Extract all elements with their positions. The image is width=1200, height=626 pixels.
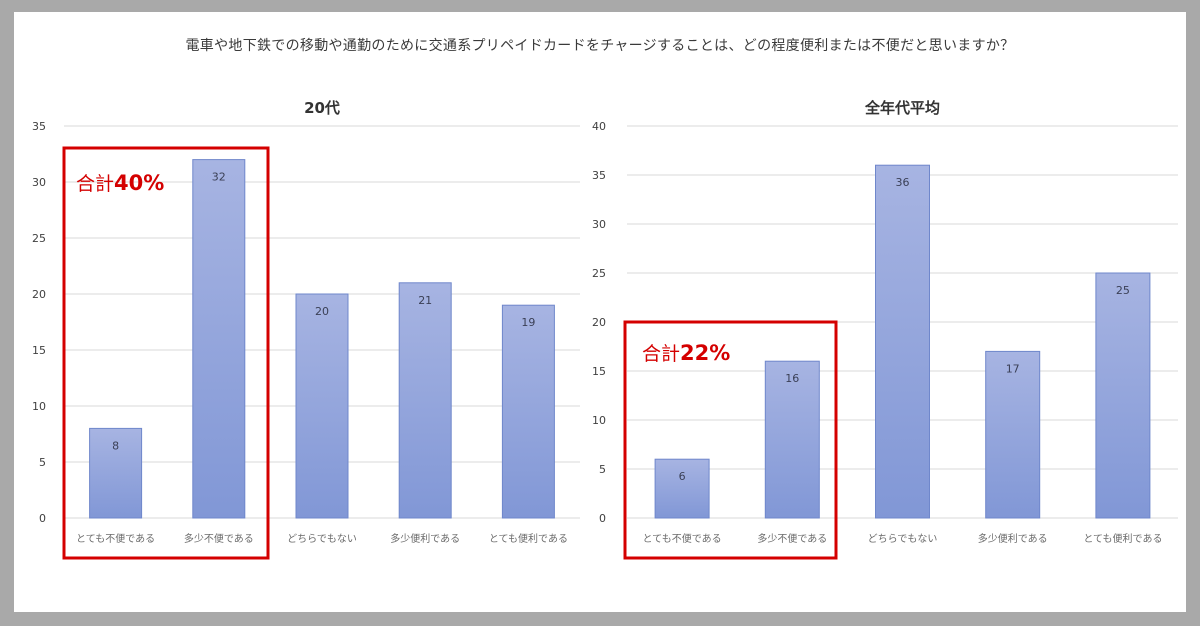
x-tick-label: とても不便である bbox=[643, 532, 722, 545]
chart-2: 全年代平均 0 5 10 15 20 25 30 35 40 6 とても不便である 16 多少不便である 3… bbox=[592, 99, 1178, 560]
bar bbox=[89, 427, 143, 519]
y-tick-label: 10 bbox=[592, 414, 606, 427]
x-tick-label: どちらでもない bbox=[287, 533, 357, 545]
x-tick-label: とても便利である bbox=[1083, 532, 1162, 545]
y-tick-label: 35 bbox=[592, 169, 606, 182]
y-tick-label: 10 bbox=[32, 400, 46, 413]
x-tick-label: とても便利である bbox=[489, 532, 568, 545]
bar bbox=[398, 282, 452, 519]
y-tick-label: 5 bbox=[39, 456, 46, 469]
y-tick-label: 15 bbox=[32, 344, 46, 357]
y-tick-label: 5 bbox=[599, 463, 606, 476]
y-tick-label: 25 bbox=[592, 267, 606, 280]
highlight-annotation: 合計22% bbox=[642, 341, 730, 365]
bar bbox=[764, 360, 820, 519]
survey-question: 電車や地下鉄での移動や通勤のために交通系プリペイドカードをチャージすることは、ど… bbox=[185, 38, 1015, 54]
highlight-box bbox=[623, 320, 838, 560]
y-tick-label: 25 bbox=[32, 232, 46, 245]
y-tick-label: 40 bbox=[592, 120, 606, 133]
bar bbox=[985, 350, 1041, 519]
highlight-annotation: 合計40% bbox=[76, 171, 164, 195]
bar bbox=[295, 293, 349, 519]
x-tick-label: 多少不便である bbox=[184, 532, 254, 545]
chart-title: 20代 bbox=[304, 99, 340, 117]
highlight-box bbox=[62, 146, 270, 560]
y-tick-label: 0 bbox=[39, 512, 46, 525]
bar bbox=[654, 458, 710, 519]
y-tick-label: 20 bbox=[32, 288, 46, 301]
bar-value-label: 20 bbox=[315, 305, 329, 318]
x-tick-label: どちらでもない bbox=[868, 533, 938, 545]
bar bbox=[1095, 272, 1151, 519]
bar-value-label: 36 bbox=[896, 176, 910, 189]
bar-value-label: 25 bbox=[1116, 284, 1130, 297]
bar-value-label: 19 bbox=[521, 316, 535, 329]
x-tick-label: 多少便利である bbox=[390, 532, 460, 545]
y-tick-label: 15 bbox=[592, 365, 606, 378]
y-tick-label: 20 bbox=[592, 316, 606, 329]
y-tick-label: 35 bbox=[32, 120, 46, 133]
bar-value-label: 21 bbox=[418, 294, 432, 307]
y-tick-label: 0 bbox=[599, 512, 606, 525]
y-tick-label: 30 bbox=[32, 176, 46, 189]
bar-value-label: 17 bbox=[1006, 362, 1020, 375]
bar bbox=[192, 159, 246, 519]
bar bbox=[501, 304, 555, 519]
y-tick-label: 30 bbox=[592, 218, 606, 231]
chart-title: 全年代平均 bbox=[864, 99, 940, 117]
bar-value-label: 6 bbox=[679, 470, 686, 483]
bar bbox=[875, 164, 930, 519]
bar-value-label: 16 bbox=[785, 372, 799, 385]
bar-value-label: 8 bbox=[112, 439, 119, 452]
x-tick-label: 多少便利である bbox=[978, 532, 1048, 545]
bar-value-label: 32 bbox=[212, 171, 226, 184]
x-tick-label: とても不便である bbox=[76, 532, 155, 545]
x-tick-label: 多少不便である bbox=[757, 532, 827, 545]
chart-1: 20代 0 5 10 15 20 25 30 35 8 とても不便である 32 多少不便である 20 どちら… bbox=[32, 99, 580, 560]
